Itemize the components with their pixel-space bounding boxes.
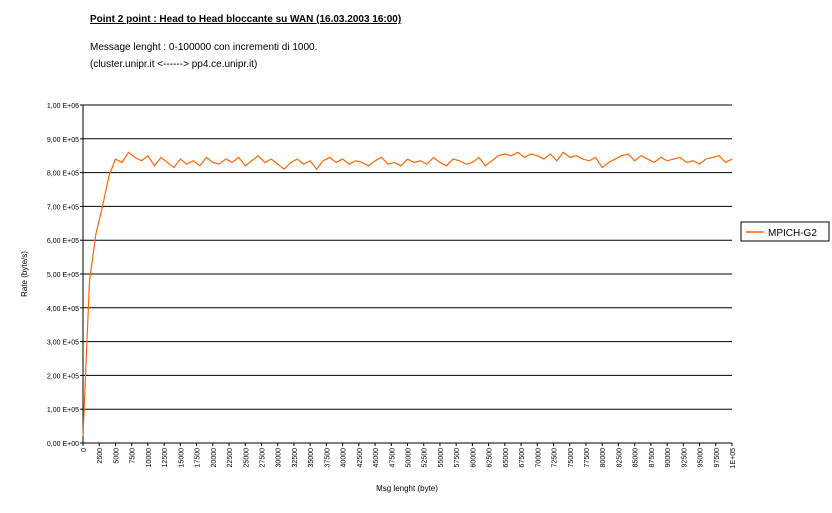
x-tick-label: 1E+05 xyxy=(730,448,737,469)
legend-label: MPICH-G2 xyxy=(768,228,817,239)
x-tick-label: 52500 xyxy=(422,448,429,468)
x-tick-label: 45000 xyxy=(373,448,380,468)
x-tick-label: 97500 xyxy=(714,448,721,468)
x-tick-label: 70000 xyxy=(535,448,542,468)
x-tick-label: 5000 xyxy=(113,448,120,464)
x-tick-label: 90000 xyxy=(665,448,672,468)
x-tick-label: 30000 xyxy=(276,448,283,468)
x-tick-label: 57500 xyxy=(454,448,461,468)
subtitle: Message lenght : 0-100000 con incrementi… xyxy=(90,42,317,53)
x-tick-label: 27500 xyxy=(259,448,266,468)
y-tick-label: 5,00 E+05 xyxy=(47,272,79,279)
x-tick-label: 85000 xyxy=(633,448,640,468)
x-tick-label: 80000 xyxy=(600,448,607,468)
x-tick-label: 0 xyxy=(81,448,88,452)
x-tick-label: 7500 xyxy=(130,448,137,464)
x-tick-label: 50000 xyxy=(406,448,413,468)
y-tick-label: 6,00 E+05 xyxy=(47,238,79,245)
x-tick-label: 37500 xyxy=(324,448,331,468)
chart-title: Point 2 point : Head to Head bloccante s… xyxy=(90,14,401,25)
x-tick-label: 47500 xyxy=(389,448,396,468)
x-tick-label: 72500 xyxy=(552,448,559,468)
x-tick-label: 77500 xyxy=(584,448,591,468)
x-tick-label: 25000 xyxy=(243,448,250,468)
y-tick-label: 1,00 E+05 xyxy=(47,407,79,414)
x-tick-label: 62500 xyxy=(487,448,494,468)
y-tick-label: 8,00 E+05 xyxy=(47,171,79,178)
x-tick-label: 87500 xyxy=(649,448,656,468)
x-axis-label: Msg lenght (byte) xyxy=(376,484,438,493)
x-tick-label: 92500 xyxy=(681,448,688,468)
y-tick-label: 3,00 E+05 xyxy=(47,340,79,347)
x-tick-label: 60000 xyxy=(470,448,477,468)
y-axis-label: Rate (byte/s) xyxy=(20,251,29,297)
x-tick-label: 42500 xyxy=(357,448,364,468)
x-tick-label: 35000 xyxy=(308,448,315,468)
y-tick-label: 0,00 E+00 xyxy=(47,441,79,448)
y-tick-label: 1,00 E+06 xyxy=(47,103,79,110)
x-tick-label: 65000 xyxy=(503,448,510,468)
x-tick-label: 40000 xyxy=(341,448,348,468)
data-line xyxy=(82,151,733,437)
x-tick-label: 10000 xyxy=(146,448,153,468)
y-tick-label: 2,00 E+05 xyxy=(47,373,79,380)
x-tick-label: 20000 xyxy=(211,448,218,468)
subtitle: (cluster.unipr.it <------> pp4.ce.unipr.… xyxy=(90,59,257,70)
x-tick-label: 75000 xyxy=(568,448,575,468)
x-tick-label: 22500 xyxy=(227,448,234,468)
x-tick-label: 12500 xyxy=(162,448,169,468)
x-tick-label: 32500 xyxy=(292,448,299,468)
x-tick-label: 55000 xyxy=(438,448,445,468)
x-tick-label: 95000 xyxy=(698,448,705,468)
legend-box xyxy=(740,221,830,242)
y-tick-label: 4,00 E+05 xyxy=(47,306,79,313)
x-tick-label: 67500 xyxy=(519,448,526,468)
x-tick-label: 82500 xyxy=(616,448,623,468)
x-tick-label: 15000 xyxy=(178,448,185,468)
y-tick-label: 7,00 E+05 xyxy=(47,204,79,211)
y-tick-label: 9,00 E+05 xyxy=(47,137,79,144)
x-tick-label: 2500 xyxy=(97,448,104,464)
x-tick-label: 17500 xyxy=(195,448,202,468)
